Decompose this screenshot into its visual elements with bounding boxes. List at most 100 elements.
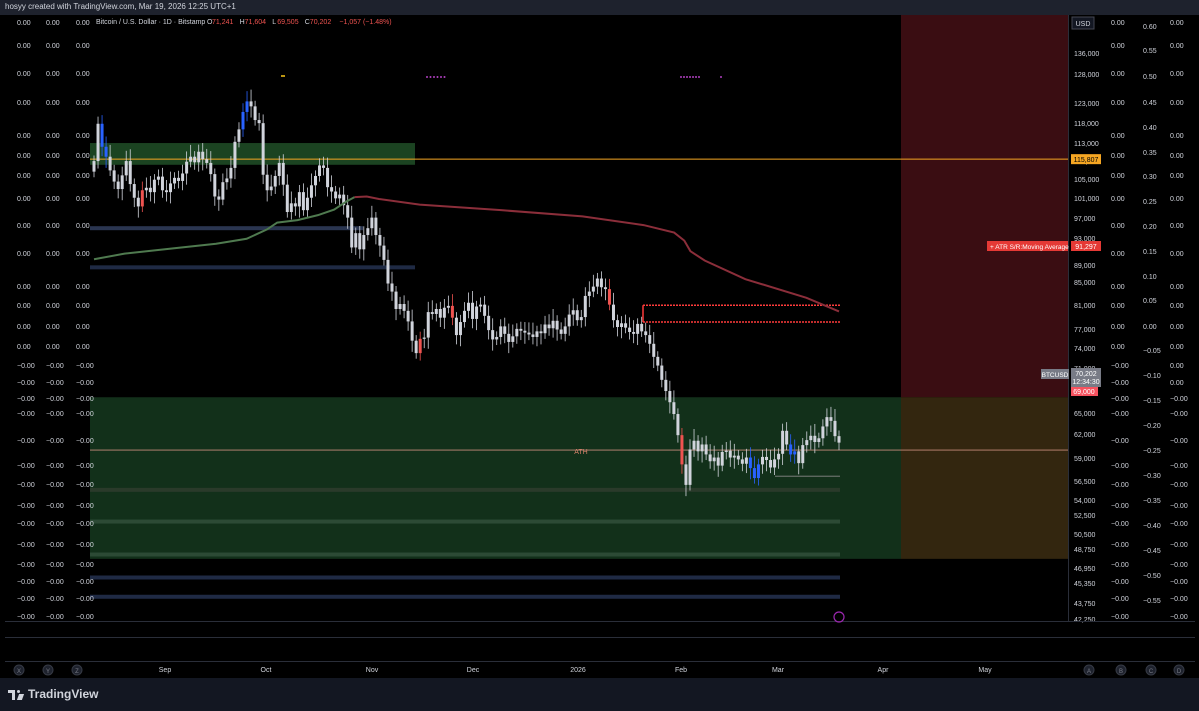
- indicator-tick: −0.40: [1143, 523, 1161, 530]
- candle-body: [467, 302, 471, 311]
- candle-body: [285, 184, 289, 213]
- indicator-tick: −0.00: [46, 596, 64, 603]
- indicator-tick: −0.00: [1170, 463, 1188, 470]
- indicator-tick: −0.00: [76, 503, 94, 510]
- indicator-tick: −0.05: [1143, 348, 1161, 355]
- candle-body: [664, 379, 668, 392]
- candle-body: [491, 330, 495, 340]
- candle-body: [346, 205, 350, 218]
- candle-body: [164, 190, 168, 193]
- candle-body: [724, 450, 728, 452]
- indicator-tick: 0.40: [1143, 125, 1157, 132]
- replay-icon[interactable]: [833, 611, 845, 623]
- axis-button[interactable]: [1083, 664, 1095, 676]
- currency-button[interactable]: [1071, 16, 1095, 30]
- candle-body: [205, 159, 209, 163]
- candle-body: [245, 101, 249, 112]
- candle-body: [620, 323, 624, 328]
- indicator-tick: 0.00: [76, 173, 90, 180]
- price-tick: 46,950: [1074, 566, 1096, 573]
- candle-body: [773, 459, 777, 468]
- candle-body: [636, 323, 640, 334]
- candle-body: [305, 197, 309, 211]
- axis-button[interactable]: [42, 664, 54, 676]
- indicator-tick: −0.00: [1170, 579, 1188, 586]
- candle-body: [781, 430, 785, 454]
- indicator-tick: −0.00: [17, 579, 35, 586]
- time-tick: May: [978, 667, 992, 674]
- indicator-tick: 0.00: [46, 303, 60, 310]
- chart-area[interactable]: ATH Bitcoin / U.S. Dollar · 1D · Bitstamp…: [0, 15, 1199, 678]
- indicator-tick: 0.00: [1170, 196, 1184, 203]
- indicator-tick: 0.00: [17, 100, 31, 107]
- candle-body: [523, 330, 527, 333]
- indicator-tick: 0.00: [46, 43, 60, 50]
- candle-body: [495, 336, 499, 340]
- candle-body: [189, 156, 193, 162]
- signal-dot: [429, 76, 432, 78]
- candle-body: [362, 235, 366, 250]
- indicator-tick: 0.00: [1111, 344, 1125, 351]
- candle-body: [644, 331, 648, 336]
- signal-dot: [283, 75, 285, 77]
- indicator-tick: −0.00: [76, 411, 94, 418]
- candle-body: [559, 329, 563, 334]
- candle-body: [261, 123, 265, 175]
- projection-zone: [901, 397, 1068, 559]
- axis-button[interactable]: [1173, 664, 1185, 676]
- ohlc-value: 70,202: [310, 19, 332, 26]
- indicator-tick: 0.00: [1170, 153, 1184, 160]
- axis-button[interactable]: [1145, 664, 1157, 676]
- axis-button[interactable]: [13, 664, 25, 676]
- candle-body: [511, 336, 515, 342]
- candle-body: [716, 457, 720, 466]
- candle-body: [640, 323, 644, 332]
- candle-body: [426, 312, 430, 338]
- indicator-tick: 0.00: [1170, 324, 1184, 331]
- orange-price-tag: [1071, 154, 1101, 165]
- axis-button[interactable]: [71, 664, 83, 676]
- candle-body: [237, 129, 241, 142]
- last-price-value: 70,202: [1075, 371, 1097, 378]
- indicator-tick: −0.00: [1170, 562, 1188, 569]
- candle-body: [535, 331, 539, 337]
- indicator-tick: 0.00: [1111, 153, 1125, 160]
- indicator-tick: 0.00: [1111, 43, 1125, 50]
- price-tick: 62,000: [1074, 432, 1096, 439]
- signal-dot: [695, 76, 697, 78]
- candle-body: [374, 217, 378, 236]
- indicator-tick: 0.00: [1111, 173, 1125, 180]
- indicator-tick: 0.15: [1143, 249, 1157, 256]
- candle-body: [197, 151, 201, 163]
- indicator-tick: −0.45: [1143, 548, 1161, 555]
- indicator-tick: 0.00: [76, 43, 90, 50]
- indicator-tick: 0.00: [46, 196, 60, 203]
- indicator-tick: −0.00: [17, 411, 35, 418]
- candle-body: [386, 259, 390, 284]
- ath-price-tag: [1071, 387, 1098, 396]
- indicator-tick: −0.25: [1143, 448, 1161, 455]
- axis-button[interactable]: [1115, 664, 1127, 676]
- price-tick: 50,500: [1074, 532, 1096, 539]
- tradingview-brand[interactable]: TradingView: [8, 687, 98, 701]
- candle-body: [281, 162, 285, 185]
- price-tick: 118,000: [1074, 121, 1099, 128]
- candle-body: [338, 194, 342, 199]
- indicator-tick: 0.00: [1170, 20, 1184, 27]
- indicator-tick: 0.00: [46, 71, 60, 78]
- candle-body: [378, 235, 382, 246]
- indicator-tick: −0.00: [46, 521, 64, 528]
- candle-body: [454, 317, 458, 336]
- candle-body: [579, 317, 583, 321]
- indicator-tick: 0.00: [1170, 284, 1184, 291]
- price-tick: 56,500: [1074, 479, 1096, 486]
- candle-body: [229, 167, 233, 179]
- indicator-tick: 0.00: [1170, 173, 1184, 180]
- candle-body: [752, 468, 756, 479]
- candle-body: [370, 217, 374, 229]
- indicator-tick: −0.10: [1143, 373, 1161, 380]
- indicator-tick: 0.45: [1143, 100, 1157, 107]
- indicator-tick: −0.00: [17, 614, 35, 621]
- indicator-tick: −0.00: [76, 521, 94, 528]
- indicator-tick: 0.00: [1170, 100, 1184, 107]
